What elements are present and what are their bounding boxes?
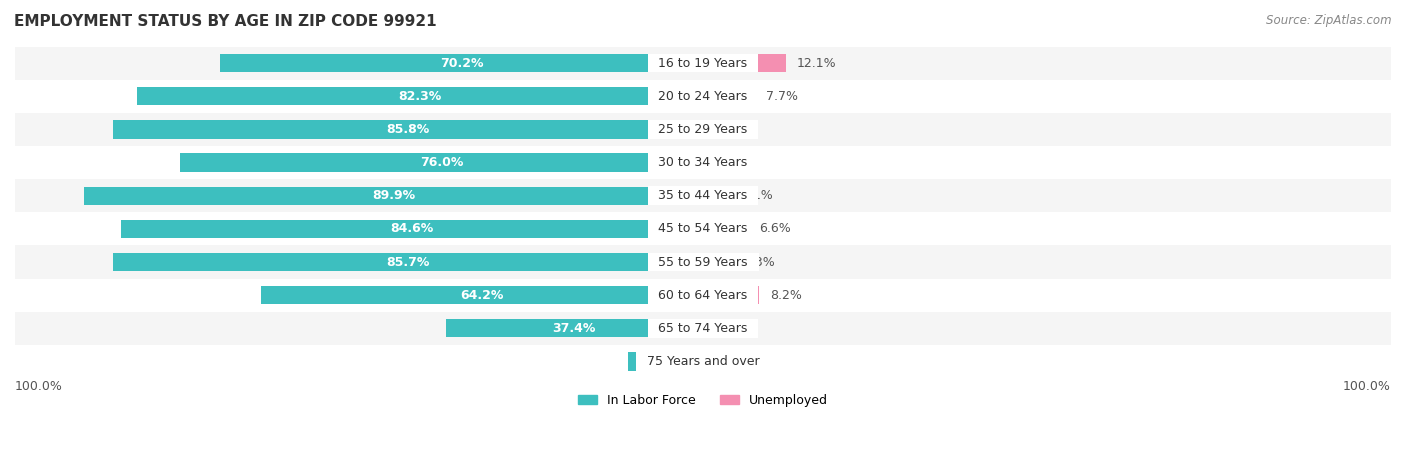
- Bar: [121, 220, 703, 238]
- Bar: [15, 80, 1391, 113]
- Text: 75 Years and over: 75 Years and over: [638, 355, 768, 368]
- Bar: [15, 279, 1391, 312]
- Text: 60 to 64 Years: 60 to 64 Years: [651, 289, 755, 302]
- Bar: [15, 312, 1391, 345]
- Text: 12.1%: 12.1%: [797, 57, 837, 69]
- Text: 82.3%: 82.3%: [398, 90, 441, 103]
- Text: 84.6%: 84.6%: [391, 222, 433, 235]
- Bar: [15, 146, 1391, 179]
- Bar: [628, 352, 703, 371]
- Text: 0.0%: 0.0%: [713, 123, 745, 136]
- Text: 6.6%: 6.6%: [759, 222, 790, 235]
- Bar: [180, 153, 703, 172]
- Text: 7.7%: 7.7%: [766, 90, 799, 103]
- Text: 8.2%: 8.2%: [769, 289, 801, 302]
- Text: 37.4%: 37.4%: [553, 322, 596, 335]
- Text: 89.9%: 89.9%: [373, 189, 415, 202]
- Text: 100.0%: 100.0%: [15, 380, 63, 393]
- Text: 64.2%: 64.2%: [460, 289, 503, 302]
- Legend: In Labor Force, Unemployed: In Labor Force, Unemployed: [572, 389, 834, 412]
- Text: 35 to 44 Years: 35 to 44 Years: [651, 189, 755, 202]
- Bar: [703, 87, 756, 106]
- Text: EMPLOYMENT STATUS BY AGE IN ZIP CODE 99921: EMPLOYMENT STATUS BY AGE IN ZIP CODE 999…: [14, 14, 437, 28]
- Text: 1.0%: 1.0%: [720, 156, 752, 169]
- Text: Source: ZipAtlas.com: Source: ZipAtlas.com: [1267, 14, 1392, 27]
- Text: 30 to 34 Years: 30 to 34 Years: [651, 156, 755, 169]
- Text: 65 to 74 Years: 65 to 74 Years: [651, 322, 755, 335]
- Bar: [703, 153, 710, 172]
- Bar: [112, 120, 703, 138]
- Bar: [703, 220, 748, 238]
- Text: 70.2%: 70.2%: [440, 57, 484, 69]
- Text: 85.7%: 85.7%: [387, 256, 430, 268]
- Text: 25 to 29 Years: 25 to 29 Years: [651, 123, 755, 136]
- Bar: [15, 46, 1391, 80]
- Bar: [84, 187, 703, 205]
- Text: 0.0%: 0.0%: [713, 355, 745, 368]
- Bar: [15, 345, 1391, 378]
- Text: 20 to 24 Years: 20 to 24 Years: [651, 90, 755, 103]
- Bar: [114, 253, 703, 271]
- Bar: [15, 179, 1391, 212]
- Text: 4.3%: 4.3%: [742, 256, 775, 268]
- Bar: [703, 54, 786, 72]
- Text: 10.9%: 10.9%: [644, 355, 688, 368]
- Bar: [703, 187, 731, 205]
- Text: 16 to 19 Years: 16 to 19 Years: [651, 57, 755, 69]
- Bar: [136, 87, 703, 106]
- Text: 55 to 59 Years: 55 to 59 Years: [650, 256, 756, 268]
- Bar: [219, 54, 703, 72]
- Text: 0.0%: 0.0%: [713, 322, 745, 335]
- Bar: [703, 286, 759, 304]
- Bar: [15, 212, 1391, 245]
- Bar: [446, 319, 703, 337]
- Bar: [15, 245, 1391, 279]
- Text: 85.8%: 85.8%: [387, 123, 429, 136]
- Bar: [262, 286, 703, 304]
- Text: 4.1%: 4.1%: [741, 189, 773, 202]
- Text: 45 to 54 Years: 45 to 54 Years: [651, 222, 755, 235]
- Text: 76.0%: 76.0%: [420, 156, 463, 169]
- Bar: [703, 253, 733, 271]
- Text: 100.0%: 100.0%: [1343, 380, 1391, 393]
- Bar: [15, 113, 1391, 146]
